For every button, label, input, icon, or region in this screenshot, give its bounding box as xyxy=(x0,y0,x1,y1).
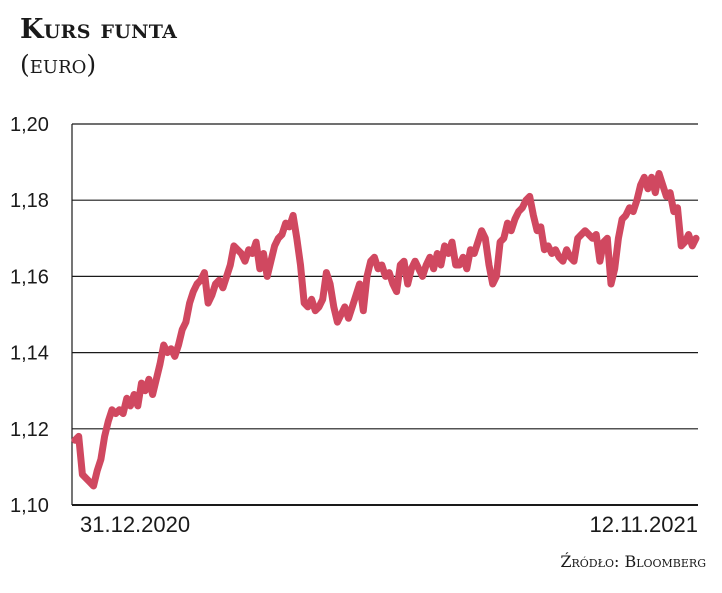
gridlines xyxy=(71,123,698,506)
y-axis-ticks: 1,20 1,18 1,16 1,14 1,12 1,10 xyxy=(10,114,49,517)
y-tick-label: 1,18 xyxy=(10,190,49,212)
y-tick-label: 1,12 xyxy=(10,419,49,441)
x-tick-label-start: 31.12.2020 xyxy=(80,512,190,537)
chart-subtitle: (euro) xyxy=(20,50,97,79)
y-tick-label: 1,20 xyxy=(10,114,49,136)
y-tick-label: 1,10 xyxy=(10,495,49,517)
y-tick-label: 1,16 xyxy=(10,266,49,288)
y-tick-label: 1,14 xyxy=(10,343,49,365)
chart-title: Kurs funta xyxy=(20,14,178,45)
source-note: Źródło: Bloomberg xyxy=(560,552,706,571)
series-line xyxy=(71,170,700,490)
x-tick-label-end: 12.11.2021 xyxy=(590,512,698,537)
